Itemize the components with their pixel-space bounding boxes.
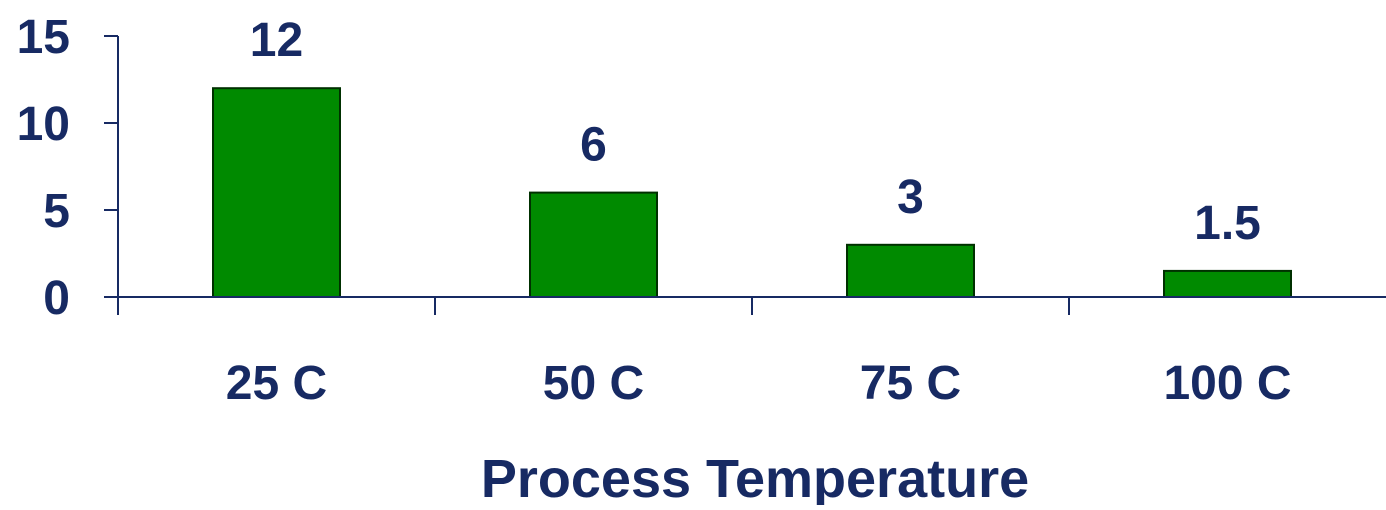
bar: [846, 243, 975, 299]
x-axis-tick-label: 50 C: [543, 357, 644, 410]
data-label: 3: [897, 171, 924, 224]
axes: [117, 36, 1386, 315]
y-axis-ticks: 0 5 10 15: [17, 11, 118, 325]
bar: [212, 87, 341, 298]
x-axis-tick-labels: 25 C 50 C 75 C 100 C: [226, 357, 1292, 410]
y-axis-tick-label: 5: [43, 185, 70, 238]
y-axis-tick-label: 15: [17, 11, 70, 64]
data-label: 1.5: [1194, 197, 1261, 250]
bar: [529, 191, 658, 299]
data-label: 12: [250, 14, 303, 67]
x-axis-tick-label: 25 C: [226, 357, 327, 410]
y-axis-tick-label: 10: [17, 98, 70, 151]
y-axis-tick-label: 0: [43, 272, 70, 325]
bars: [212, 87, 1292, 299]
bar: [1163, 269, 1292, 298]
data-labels: 12 6 3 1.5: [250, 14, 1261, 250]
x-axis-tick-label: 100 C: [1163, 357, 1291, 410]
data-label: 6: [580, 119, 607, 172]
x-axis-tick-label: 75 C: [860, 357, 961, 410]
x-axis-title: Process Temperature: [481, 449, 1029, 505]
